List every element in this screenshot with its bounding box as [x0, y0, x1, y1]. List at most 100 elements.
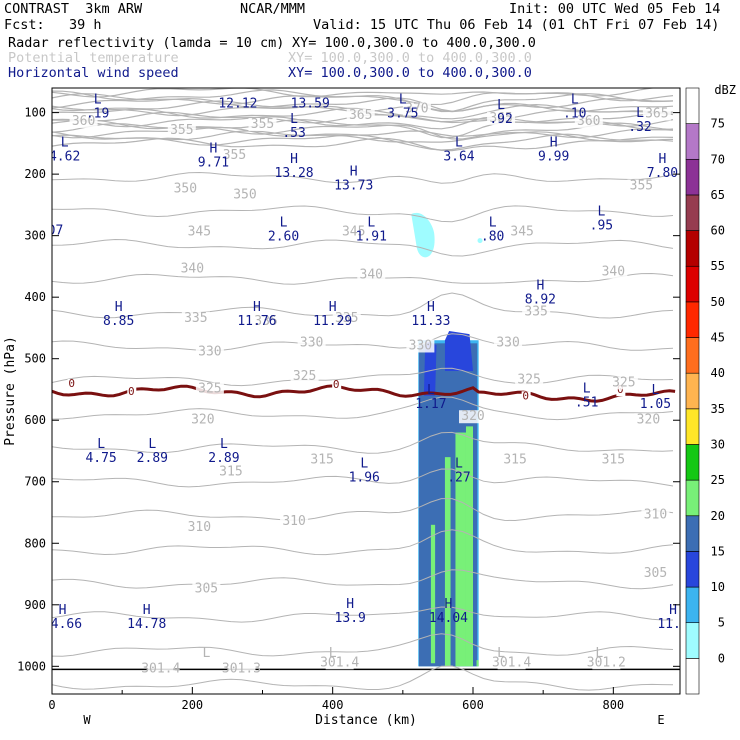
- theta-label-bg: [308, 453, 337, 467]
- theta-label: 330: [300, 335, 323, 350]
- theta-extremum: L: [329, 646, 337, 661]
- theta-label: 320: [461, 409, 484, 424]
- theta-label-bg: [487, 111, 516, 125]
- colorbar-swatch: [685, 372, 700, 410]
- theta-label-bg: [185, 520, 214, 534]
- echo-band-25: [430, 524, 436, 664]
- wind-extremum-letter: H: [536, 278, 544, 293]
- wind-extremum-letter: H: [59, 603, 67, 618]
- wind-extremum-letter: L: [652, 383, 660, 398]
- theta-label-bg: [609, 376, 638, 390]
- wind-extremum-value: 14.78: [127, 617, 166, 632]
- wind-extremum-letter: L: [94, 93, 102, 108]
- wind-extremum-letter: H: [659, 152, 667, 167]
- theta-extremum: L: [497, 646, 505, 661]
- wind-extremum-letter: L: [290, 112, 298, 127]
- y-axis-label: Pressure (hPa): [3, 336, 18, 446]
- colorbar-swatch: [685, 87, 700, 124]
- wind-extremum-value: 7.80: [647, 166, 678, 181]
- wind-extremum-value: 2.89: [208, 451, 239, 466]
- theta-label: 301.4: [320, 655, 359, 670]
- theta-label: 355: [223, 148, 246, 163]
- theta-contour-line: [52, 89, 674, 106]
- colorbar-label: 30: [711, 437, 725, 451]
- theta-label: 335: [184, 311, 207, 326]
- theta-label: 310: [644, 508, 667, 523]
- theta-contour-line: [52, 137, 674, 152]
- colorbar-label: 35: [711, 402, 725, 416]
- theta-contour-line: [52, 431, 674, 454]
- chart-header: CONTRAST 3km ARW NCAR/MMM Init: 00 UTC W…: [0, 0, 740, 86]
- wind-extremum-letter: L: [489, 216, 497, 231]
- theta-contour-line: [52, 529, 674, 556]
- zero-line: 0 0 0 0 0: [52, 377, 676, 403]
- wind-extremum-value: .32: [628, 120, 651, 135]
- theta-label-bg: [459, 410, 488, 424]
- zero-label-bg: [127, 386, 137, 398]
- y-tick-label: 300: [24, 229, 46, 243]
- wind-extremum-letter: L: [367, 216, 375, 231]
- theta-label-bg: [248, 117, 277, 131]
- theta-extremum: L: [202, 646, 210, 661]
- west-label: W: [83, 713, 91, 727]
- theta-label-bg: [220, 148, 249, 162]
- theta-label-bg: [406, 339, 435, 353]
- theta-label: 355: [251, 117, 274, 132]
- colorbar-label: 60: [711, 224, 725, 238]
- wind-extremum-value: 1.96: [349, 471, 380, 486]
- colorbar-label: 45: [711, 331, 725, 345]
- theta-contour-line: [52, 468, 674, 488]
- zero-line-label: 0: [522, 389, 529, 402]
- east-label: E: [657, 713, 664, 727]
- colorbar-unit: dBZ: [714, 83, 736, 97]
- theta-label: 310: [282, 514, 305, 529]
- theta-label: 315: [310, 452, 333, 467]
- theta-contour-line: [52, 88, 660, 98]
- echo-upper-left: [423, 340, 437, 396]
- theta-label: 301.2: [587, 655, 626, 670]
- theta-label: 335: [254, 314, 277, 329]
- theta-label: 325: [612, 375, 635, 390]
- theta-label: 325: [198, 382, 221, 397]
- wind-extremum-letter: H: [445, 597, 453, 612]
- colorbar-swatch: [685, 158, 700, 196]
- wind-extremum-value: .80: [481, 230, 504, 245]
- colorbar-label: 0: [718, 651, 725, 665]
- model-title: CONTRAST 3km ARW: [4, 1, 143, 17]
- wind-extremum-letter: H: [550, 136, 558, 151]
- theta-label: 360: [72, 114, 95, 129]
- plot-border: [51, 87, 681, 695]
- wind-extremum-value: 3.75: [387, 107, 418, 122]
- wind-extremum-value: 4.62: [49, 150, 80, 165]
- wind-extremum-value: .10: [563, 107, 586, 122]
- colorbar-label: 25: [711, 473, 725, 487]
- zero-line-label: 0: [128, 385, 135, 398]
- wind-extremum-value: .51: [575, 396, 598, 411]
- theta-label-bg: [216, 465, 245, 479]
- colorbar-label: 65: [711, 188, 725, 202]
- wind-extremum-letter: L: [148, 437, 156, 452]
- wind-extremum-value: 2.89: [137, 451, 168, 466]
- theta-label: 301.4: [492, 655, 531, 670]
- colorbar-swatch: [685, 444, 700, 481]
- colorbar-label: 15: [711, 544, 725, 558]
- field-wind-name: Horizontal wind speed: [8, 65, 179, 81]
- wind-extremum-letter: H: [290, 152, 298, 167]
- wind-extremum-value: 3.64: [443, 150, 474, 165]
- theta-label-bg: [592, 656, 621, 670]
- theta-contours: [52, 88, 674, 691]
- theta-label-bg: [508, 225, 537, 239]
- zero-label-bg: [332, 380, 342, 392]
- theta-label-bg: [171, 182, 200, 196]
- theta-contour-line: [52, 606, 673, 623]
- theta-contour-line: [52, 205, 674, 223]
- y-tick-label: 400: [24, 290, 46, 304]
- colorbar-swatch: [685, 622, 700, 659]
- theta-label: 310: [188, 520, 211, 535]
- y-tick-label: 1000: [17, 659, 46, 673]
- wind-extremum-letter: L: [360, 457, 368, 472]
- theta-label-bg: [297, 336, 326, 350]
- theta-label: 340: [360, 268, 383, 283]
- colorbar-label: 55: [711, 259, 725, 273]
- theta-contour-line: [52, 126, 674, 139]
